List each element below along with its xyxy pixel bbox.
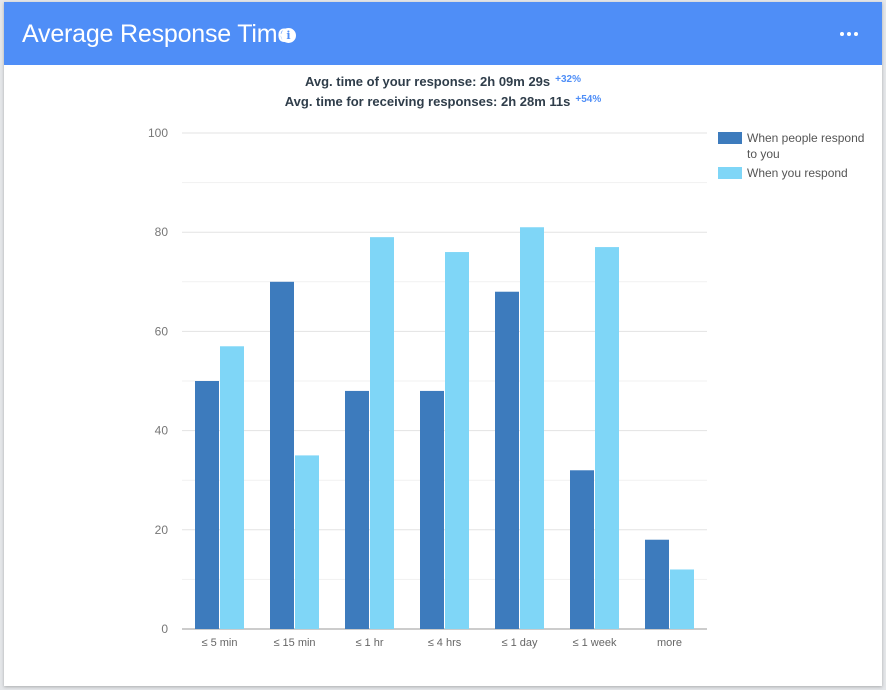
your-response-delta: +32% <box>555 74 581 85</box>
x-tick-label: more <box>657 637 682 649</box>
x-tick-label: ≤ 1 hr <box>355 637 383 649</box>
x-tick-label: ≤ 4 hrs <box>428 637 462 649</box>
x-tick-label: ≤ 1 week <box>573 637 617 649</box>
x-tick-label: ≤ 1 day <box>501 637 538 649</box>
bar-you-respond[interactable] <box>520 227 544 630</box>
bar-people-respond[interactable] <box>645 539 669 629</box>
bar-people-respond[interactable] <box>495 291 519 629</box>
legend-label[interactable]: When people respond to you <box>747 131 864 161</box>
receiving-response-label: Avg. time for receiving responses: 2h 28… <box>284 94 571 109</box>
more-horizontal-icon <box>840 32 844 36</box>
y-tick-label: 60 <box>155 324 169 338</box>
bar-chart: 0 20 40 60 80 100 ≤ 5 min ≤ 15 min ≤ 1 hr ≤ 4 hr… <box>148 126 864 649</box>
receiving-response-delta: +54% <box>575 94 602 105</box>
your-response-label: Avg. time of your response: 2h 09m 29s <box>304 74 551 89</box>
y-tick-label: 100 <box>148 126 168 140</box>
bar-you-respond[interactable] <box>445 252 469 630</box>
bar-people-respond[interactable] <box>195 381 219 629</box>
your-response-stat: Avg. time of your response: 2h 09m 29s +3… <box>4 74 882 89</box>
bar-you-respond[interactable] <box>370 237 394 629</box>
x-tick-label: ≤ 5 min <box>202 637 238 649</box>
more-options-button[interactable] <box>840 24 864 42</box>
bar-you-respond[interactable] <box>295 455 319 629</box>
y-tick-label: 20 <box>155 523 169 537</box>
card-title: Average Response Time <box>22 20 292 48</box>
bar-you-respond[interactable] <box>670 569 694 629</box>
y-tick-label: 40 <box>155 424 169 438</box>
receiving-response-stat: Avg. time for receiving responses: 2h 28… <box>4 94 882 109</box>
y-tick-label: 80 <box>155 225 169 239</box>
bar-people-respond[interactable] <box>345 390 369 629</box>
chart-card: Average Response Time i Avg. time of you… <box>4 2 882 686</box>
bar-you-respond[interactable] <box>220 346 244 629</box>
legend-swatch[interactable] <box>718 167 742 179</box>
card-header: Average Response Time i <box>4 2 882 65</box>
legend-label[interactable]: When you respond <box>747 166 848 180</box>
x-tick-label: ≤ 15 min <box>273 637 315 649</box>
legend-swatch[interactable] <box>718 132 742 144</box>
bar-people-respond[interactable] <box>420 390 444 629</box>
bar-people-respond[interactable] <box>570 470 594 629</box>
bar-you-respond[interactable] <box>595 247 619 629</box>
info-icon[interactable]: i <box>281 28 296 43</box>
y-tick-label: 0 <box>161 622 168 636</box>
bar-people-respond[interactable] <box>270 281 294 629</box>
